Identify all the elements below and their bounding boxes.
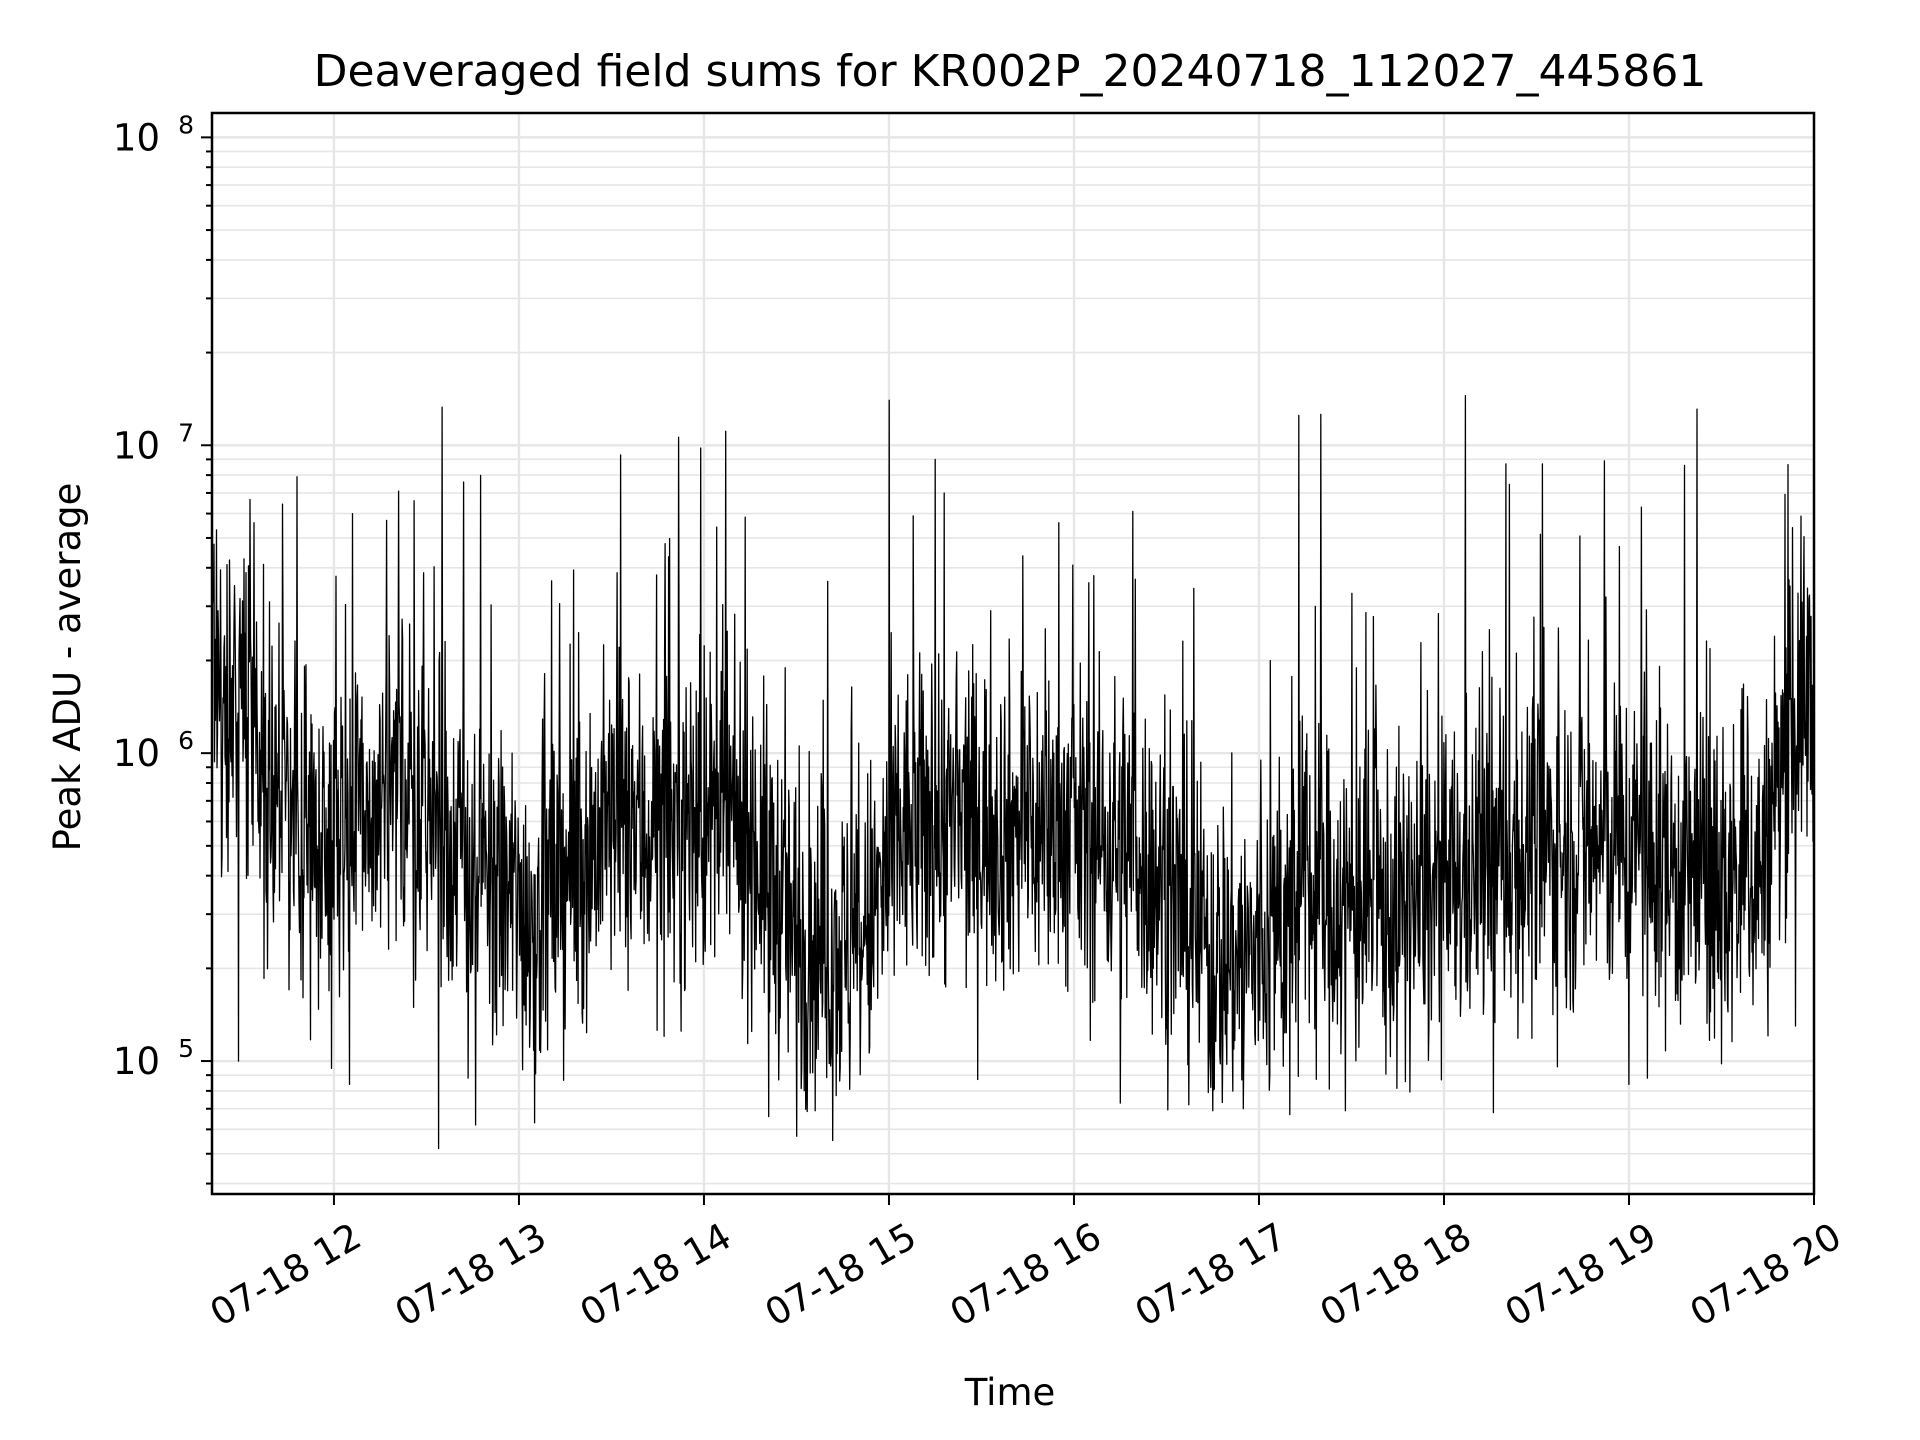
y-tick-base: 10 bbox=[113, 424, 160, 467]
y-tick-label: 10 bbox=[113, 424, 160, 467]
y-tick-base: 10 bbox=[113, 116, 160, 159]
y-tick-label: 10 bbox=[113, 1040, 160, 1083]
y-tick-exponent: 6 bbox=[178, 726, 194, 755]
y-tick-base: 10 bbox=[113, 732, 160, 775]
y-tick-label: 10 bbox=[113, 732, 160, 775]
plot-frame bbox=[210, 111, 1816, 1196]
y-axis: 10 5 10 6 10 7 10 8 bbox=[113, 110, 212, 1185]
chart-title: Deaveraged field sums for KR002P_2024071… bbox=[314, 46, 1707, 97]
y-tick-exponent: 7 bbox=[178, 418, 194, 447]
y-tick-exponent: 5 bbox=[178, 1034, 194, 1063]
x-axis-label: Time bbox=[964, 1371, 1056, 1414]
y-tick-base: 10 bbox=[113, 1040, 160, 1083]
y-tick-exponent: 8 bbox=[178, 110, 194, 139]
series-line bbox=[212, 394, 1814, 1150]
y-tick-label: 10 bbox=[113, 116, 160, 159]
y-axis-label: Peak ADU - average bbox=[46, 483, 89, 852]
